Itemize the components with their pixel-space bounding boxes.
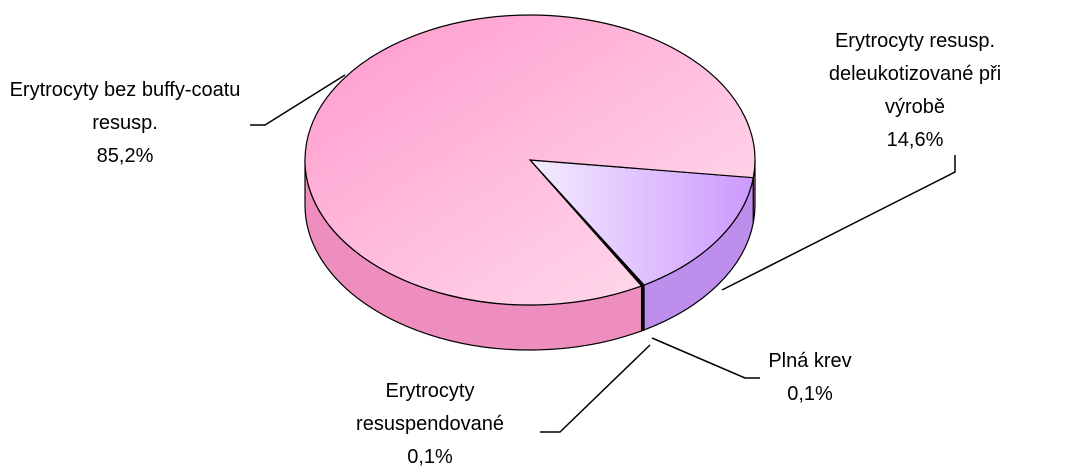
slices <box>304 14 756 351</box>
leader-lines <box>250 74 956 433</box>
value-label: 0,1% <box>787 383 833 405</box>
slice-label: Erytrocyty bez buffy-coatu resusp. 85,2% <box>0 74 250 173</box>
slice-label: Erytrocyty resuspendované 0,1% <box>330 375 530 470</box>
category-label: Erytrocyty resuspendované <box>356 380 504 435</box>
leader-line <box>540 344 651 433</box>
slice-label: Plná krev 0,1% <box>730 345 890 411</box>
category-label: Erytrocyty resusp. deleukotizované při v… <box>828 30 1002 118</box>
value-label: 85,2% <box>96 145 154 167</box>
slice <box>528 159 755 286</box>
leader-line <box>250 74 346 126</box>
category-label: Plná krev <box>768 350 852 372</box>
value-label: 0,1% <box>407 446 453 468</box>
leader-line <box>651 337 760 379</box>
category-label: Erytrocyty bez buffy-coatu resusp. <box>9 79 241 134</box>
slice <box>304 14 756 306</box>
leader-line <box>721 155 956 291</box>
slice-label: Erytrocyty resusp. deleukotizované při v… <box>815 25 1015 157</box>
value-label: 14,6% <box>886 129 944 151</box>
